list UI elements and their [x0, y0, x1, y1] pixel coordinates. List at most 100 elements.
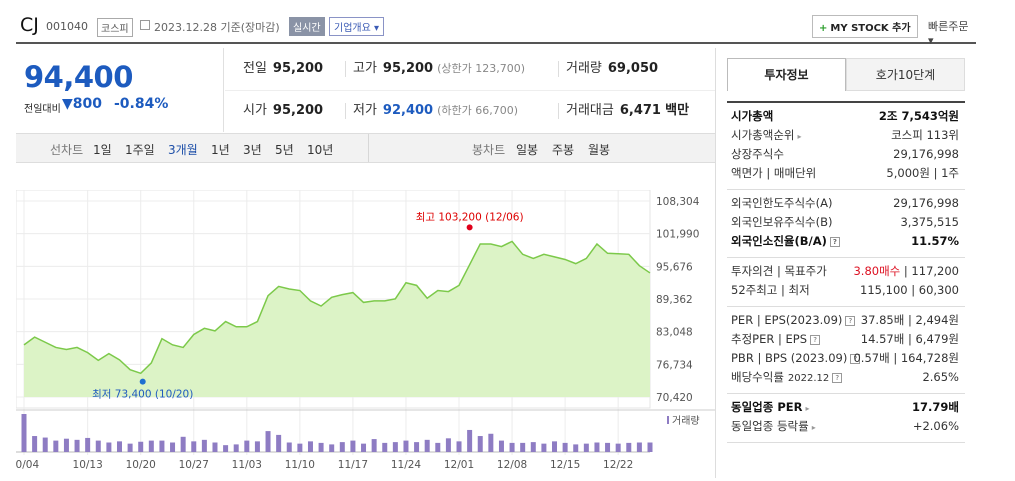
valuation-group: PER | EPS(2023.09)? 37.85배 | 2,494원 추정PER …	[727, 307, 965, 394]
info-value: 5,000원 | 1주	[886, 166, 959, 180]
info-value: 0.57배 | 164,728원	[853, 351, 959, 365]
realtime-button[interactable]: 실시간	[289, 17, 325, 36]
tab-investment-info[interactable]: 투자정보	[727, 58, 846, 91]
x-tick-label: 12/01	[444, 459, 474, 471]
high-label: 최고 103,200 (12/06)	[416, 211, 524, 223]
volume-bar	[106, 442, 112, 452]
volume-bar	[148, 440, 154, 452]
volume-bar	[32, 436, 38, 452]
volume-bar	[74, 439, 80, 452]
x-tick-label: 10/20	[126, 459, 156, 471]
info-value: 17.79배	[912, 400, 959, 414]
y-tick-label: 70,420	[656, 392, 693, 404]
info-row: 외국인소진율(B/A)? 11.57%	[731, 232, 961, 251]
chevron-right-icon: ▸	[811, 423, 816, 432]
stock-header: CJ 001040 코스피 2023.12.28 기준(장마감) 실시간 기업개…	[16, 12, 976, 47]
info-label: 시가총액	[731, 109, 774, 123]
quick-order-dropdown[interactable]: 빠른주문 ▾	[928, 20, 969, 47]
info-sublabel: 2022.12	[787, 373, 830, 384]
opinion-group: 투자의견 | 목표주가 3.80매수 | 117,200 52주최고 | 최저 115…	[727, 258, 965, 307]
plus-icon: +	[819, 23, 828, 34]
info-label: 배당수익률	[731, 370, 784, 384]
info-value: 2조 7,543억원	[878, 109, 959, 123]
volume-bar	[95, 440, 101, 452]
info-label: 추정PER | EPS	[731, 332, 808, 346]
info-row[interactable]: 동일업종 등락률 ▸ +2.06%	[731, 417, 961, 436]
stat-high: 고가 95,200 (상한가 123,700)	[353, 61, 526, 76]
volume-bar	[63, 438, 69, 452]
volume-bar	[520, 442, 526, 452]
tab-candle-daily[interactable]: 일봉	[516, 143, 539, 157]
tab-period-1w[interactable]: 1주일	[125, 143, 155, 157]
info-label: 외국인보유주식수(B)	[731, 215, 833, 229]
volume-bar	[318, 442, 324, 452]
x-tick-label: 12/08	[497, 459, 527, 471]
my-stock-add-button[interactable]: + MY STOCK 추가	[812, 15, 918, 38]
help-icon[interactable]: ?	[850, 354, 861, 364]
volume-bar	[212, 442, 218, 452]
x-tick-label: 10/13	[73, 459, 103, 471]
help-icon[interactable]: ?	[845, 316, 856, 326]
x-tick-label: 10/04	[16, 459, 39, 471]
volume-bar	[488, 433, 494, 452]
help-icon[interactable]: ?	[810, 335, 821, 345]
volume-bar	[276, 434, 282, 452]
chevron-right-icon: ▸	[805, 404, 810, 413]
info-label: 액면가 | 매매단위	[731, 166, 817, 180]
company-overview-dropdown[interactable]: 기업개요 ▾	[329, 17, 384, 36]
info-label: 동일업종 PER	[731, 400, 803, 414]
info-row: 52주최고 | 최저 115,100 | 60,300	[731, 281, 961, 300]
info-label: 상장주식수	[731, 147, 784, 161]
tab-period-10y[interactable]: 10년	[307, 143, 334, 157]
info-row: PBR | BPS (2023.09)? 0.57배 | 164,728원	[731, 349, 961, 368]
info-row: 추정PER | EPS? 14.57배 | 6,479원	[731, 330, 961, 349]
info-row: 배당수익률 2022.12? 2.65%	[731, 368, 961, 387]
volume-bar	[138, 441, 144, 452]
price-area-fill	[24, 241, 650, 397]
tab-period-3y[interactable]: 3년	[243, 143, 262, 157]
volume-bar	[509, 442, 515, 452]
volume-bar	[541, 443, 547, 452]
low-marker	[139, 378, 146, 385]
volume-bar	[244, 440, 250, 452]
y-tick-label: 95,676	[656, 261, 693, 273]
price-change: ▼800	[62, 96, 102, 112]
tab-period-1y[interactable]: 1년	[211, 143, 230, 157]
volume-bar	[435, 442, 441, 452]
tab-candle-weekly[interactable]: 주봉	[552, 143, 575, 157]
info-row: 상장주식수 29,176,998	[731, 145, 961, 164]
price-line	[23, 240, 651, 375]
info-label: PER | EPS(2023.09)	[731, 313, 843, 327]
info-value: 2.65%	[922, 370, 959, 384]
info-value: 29,176,998	[893, 196, 959, 210]
tab-candle-monthly[interactable]: 월봉	[588, 143, 611, 157]
low-label: 최저 73,400 (10/20)	[92, 389, 193, 401]
volume-bar	[498, 440, 504, 452]
info-row[interactable]: 시가총액순위 ▸ 코스피 113위	[731, 126, 961, 145]
volume-bar	[21, 414, 27, 452]
info-row: 액면가 | 매매단위 5,000원 | 1주	[731, 164, 961, 183]
volume-bar	[615, 443, 621, 452]
foreign-ownership-group: 외국인한도주식수(A) 29,176,998 외국인보유주식수(B) 3,375,51…	[727, 190, 965, 258]
volume-bar	[392, 442, 398, 452]
tab-period-1d[interactable]: 1일	[93, 143, 112, 157]
info-row: PER | EPS(2023.09)? 37.85배 | 2,494원	[731, 311, 961, 330]
help-icon[interactable]: ?	[829, 237, 840, 247]
current-price-box: 94,400 전일대비 ▼800 -0.84%	[16, 48, 224, 132]
volume-bar	[191, 441, 197, 452]
y-tick-label: 83,048	[656, 327, 693, 339]
info-row: 외국인보유주식수(B) 3,375,515	[731, 213, 961, 232]
help-icon[interactable]: ?	[832, 373, 843, 383]
tab-period-3m[interactable]: 3개월	[168, 143, 198, 157]
y-tick-label: 89,362	[656, 294, 693, 306]
y-tick-label: 76,734	[656, 359, 693, 371]
my-stock-label: MY STOCK 추가	[830, 23, 911, 34]
sector-group: 동일업종 PER ▸ 17.79배 동일업종 등락률 ▸ +2.06%	[727, 394, 965, 443]
current-price: 94,400	[24, 60, 133, 94]
tab-period-5y[interactable]: 5년	[275, 143, 294, 157]
tab-order-book[interactable]: 호가10단계	[846, 58, 965, 91]
volume-bar	[361, 443, 367, 452]
volume-bar	[53, 440, 59, 452]
info-row[interactable]: 동일업종 PER ▸ 17.79배	[731, 398, 961, 417]
